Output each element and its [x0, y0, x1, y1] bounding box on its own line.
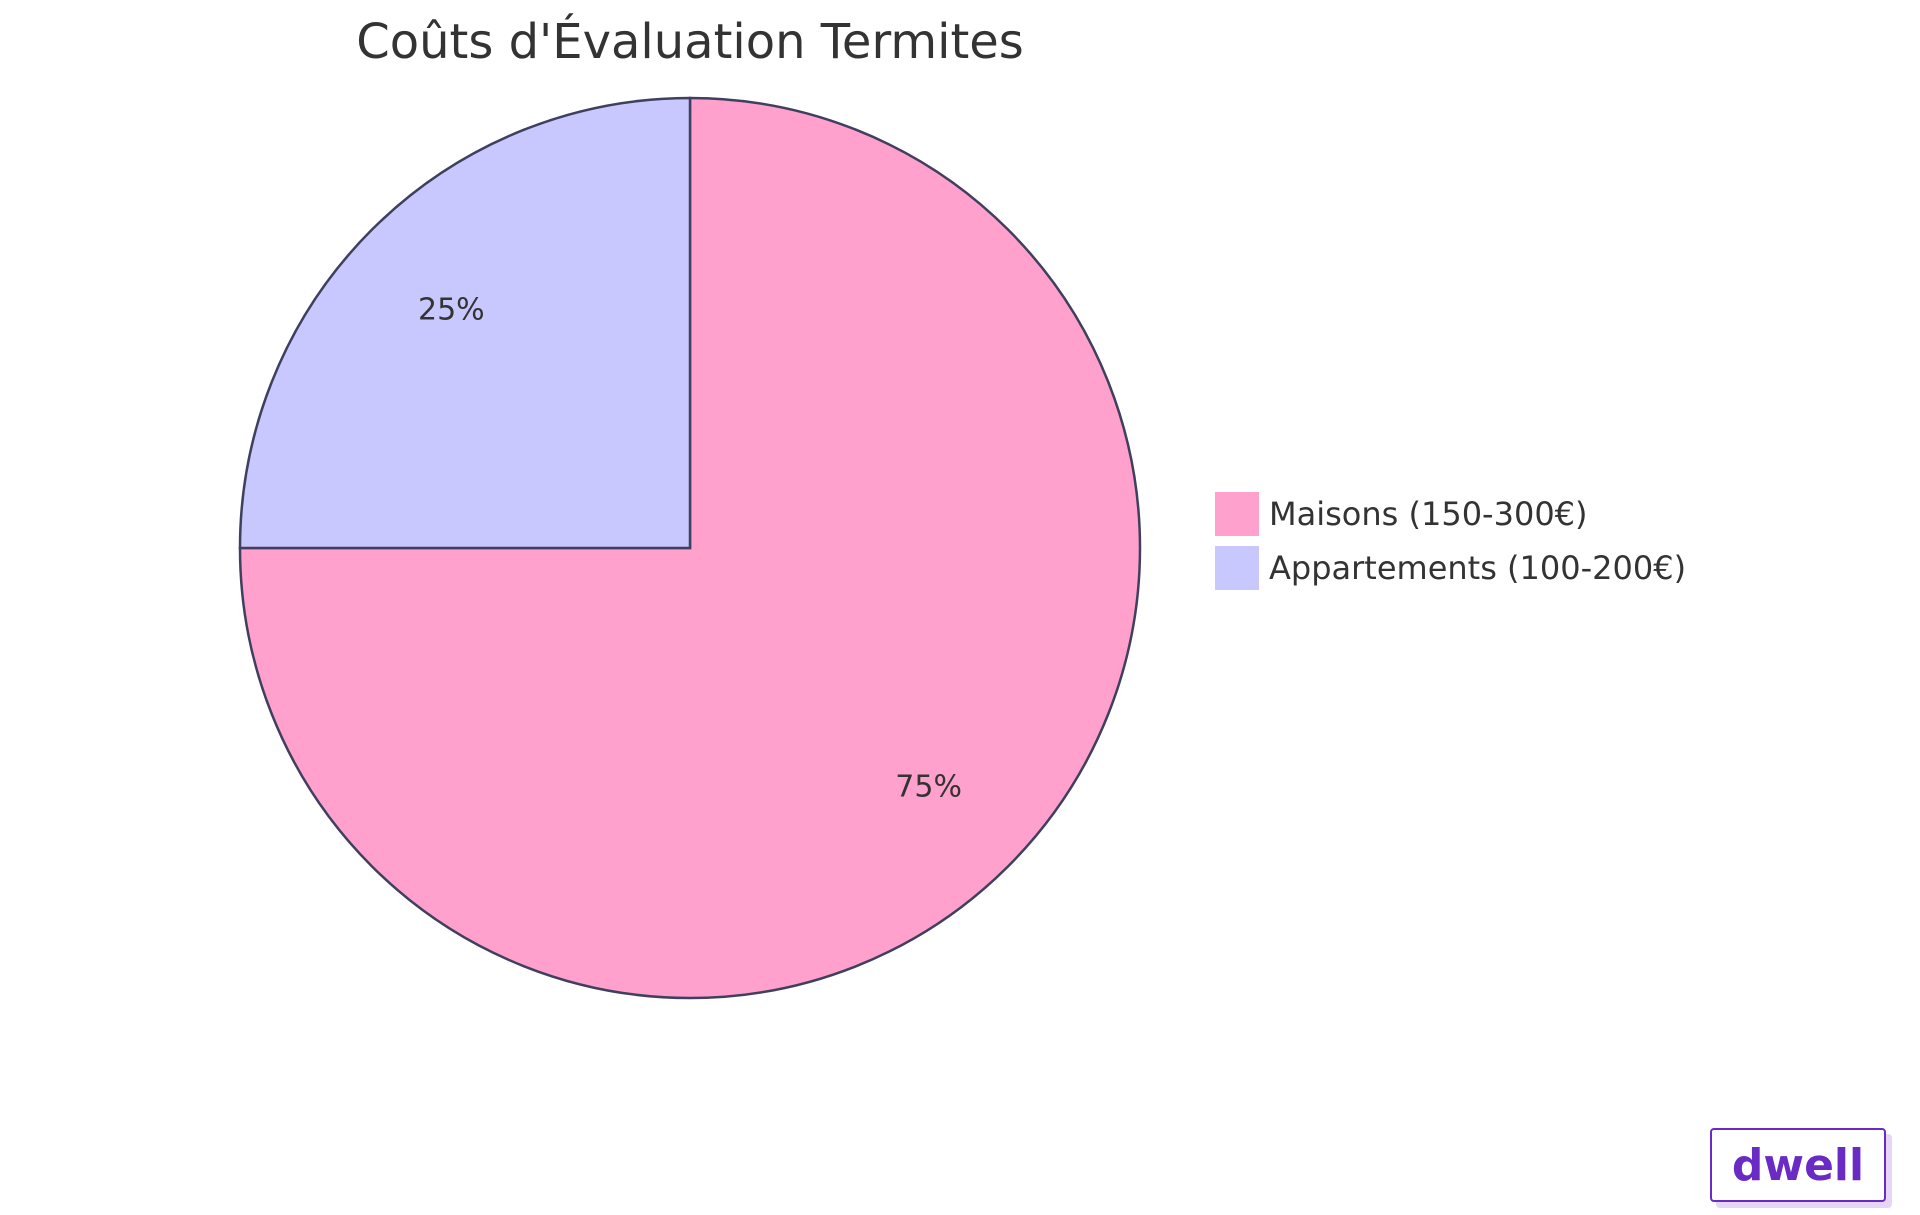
- chart-title: Coûts d'Évaluation Termites: [356, 13, 1024, 70]
- legend-item-1: Appartements (100-200€): [1215, 546, 1686, 590]
- legend: Maisons (150-300€) Appartements (100-200€…: [1215, 492, 1686, 590]
- pie-slice-1: [238, 96, 692, 550]
- pie-slice-label-1: 25%: [418, 292, 485, 327]
- pie-slice-labels: 75% 25%: [418, 292, 962, 804]
- dwell-logo: dwell: [1710, 1128, 1886, 1202]
- pie-slices: [238, 96, 1142, 1000]
- legend-label-1: Appartements (100-200€): [1269, 549, 1686, 587]
- legend-item-0: Maisons (150-300€): [1215, 492, 1588, 536]
- legend-label-0: Maisons (150-300€): [1269, 495, 1588, 533]
- legend-swatch-0: [1215, 492, 1259, 536]
- pie-slice-label-0: 75%: [895, 770, 962, 805]
- legend-swatch-1: [1215, 546, 1259, 590]
